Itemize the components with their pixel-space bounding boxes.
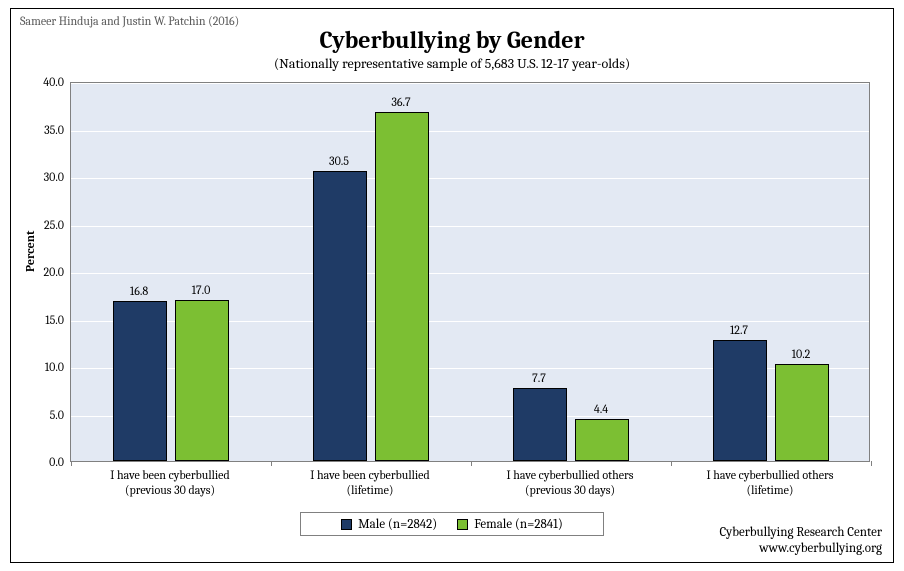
x-tickmark bbox=[871, 461, 872, 466]
bar-male bbox=[513, 388, 567, 461]
bar-male bbox=[713, 340, 767, 461]
gridline bbox=[71, 226, 869, 227]
bar-value-label: 17.0 bbox=[171, 283, 231, 297]
y-tick-label: 30.0 bbox=[24, 170, 64, 184]
bar-female bbox=[375, 112, 429, 461]
bar-value-label: 4.4 bbox=[571, 402, 631, 416]
x-tickmark bbox=[271, 461, 272, 466]
footer-line2: www.cyberbullying.org bbox=[719, 541, 882, 557]
y-tick-label: 15.0 bbox=[24, 313, 64, 327]
category-label: I have cyberbullied others(previous 30 d… bbox=[470, 468, 670, 498]
y-tick-label: 10.0 bbox=[24, 360, 64, 374]
plot-area bbox=[70, 82, 870, 462]
y-tick-label: 5.0 bbox=[24, 408, 64, 422]
legend-swatch-female bbox=[457, 519, 468, 530]
bar-value-label: 30.5 bbox=[309, 154, 369, 168]
bar-value-label: 10.2 bbox=[771, 347, 831, 361]
footer-line1: Cyberbullying Research Center bbox=[719, 525, 882, 541]
legend: Male (n=2842) Female (n=2841) bbox=[300, 512, 604, 536]
category-label: I have been cyberbullied(lifetime) bbox=[270, 468, 470, 498]
chart-subtitle: (Nationally representative sample of 5,6… bbox=[0, 55, 904, 72]
y-tick-label: 0.0 bbox=[24, 455, 64, 469]
legend-item-male: Male (n=2842) bbox=[341, 517, 437, 532]
x-tickmark bbox=[671, 461, 672, 466]
bar-value-label: 16.8 bbox=[109, 284, 169, 298]
chart-title: Cyberbullying by Gender bbox=[0, 26, 904, 54]
category-label: I have been cyberbullied(previous 30 day… bbox=[70, 468, 270, 498]
legend-item-female: Female (n=2841) bbox=[457, 517, 563, 532]
y-tick-label: 25.0 bbox=[24, 218, 64, 232]
gridline bbox=[71, 178, 869, 179]
y-tick-label: 35.0 bbox=[24, 123, 64, 137]
bar-male bbox=[113, 301, 167, 461]
legend-swatch-male bbox=[341, 519, 352, 530]
bar-value-label: 7.7 bbox=[509, 371, 569, 385]
bar-female bbox=[575, 419, 629, 461]
y-tick-label: 40.0 bbox=[24, 75, 64, 89]
gridline bbox=[71, 131, 869, 132]
gridline bbox=[71, 83, 869, 84]
x-tickmark bbox=[471, 461, 472, 466]
legend-label-female: Female (n=2841) bbox=[474, 517, 563, 532]
bar-male bbox=[313, 171, 367, 461]
bar-value-label: 36.7 bbox=[371, 95, 431, 109]
footer: Cyberbullying Research Center www.cyberb… bbox=[719, 525, 882, 558]
category-label: I have cyberbullied others(lifetime) bbox=[670, 468, 870, 498]
bar-female bbox=[775, 364, 829, 461]
legend-label-male: Male (n=2842) bbox=[358, 517, 437, 532]
gridline bbox=[71, 273, 869, 274]
bar-female bbox=[175, 300, 229, 462]
y-tick-label: 20.0 bbox=[24, 265, 64, 279]
x-tickmark bbox=[71, 461, 72, 466]
bar-value-label: 12.7 bbox=[709, 323, 769, 337]
